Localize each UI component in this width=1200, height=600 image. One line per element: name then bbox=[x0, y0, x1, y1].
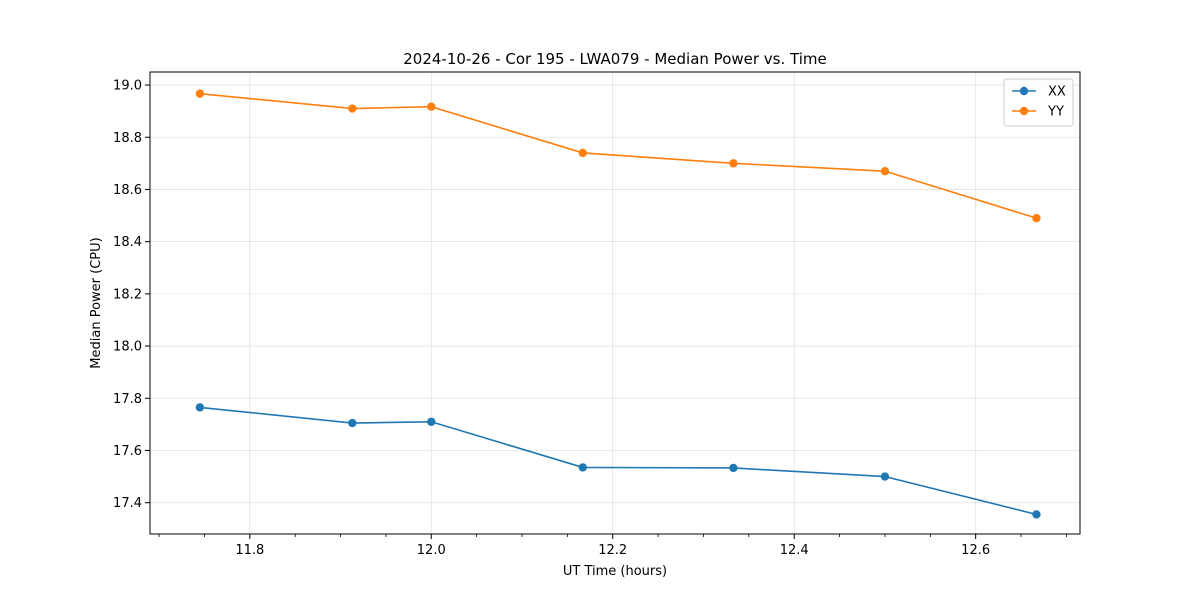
data-point-yy bbox=[348, 104, 357, 113]
data-point-yy bbox=[195, 89, 205, 98]
x-tick-label: 12.4 bbox=[780, 543, 809, 558]
legend-items: XX YY bbox=[1012, 85, 1066, 120]
y-tick-label: 18.4 bbox=[113, 235, 142, 250]
legend-label-xx: XX bbox=[1048, 85, 1066, 100]
x-tick-label: 12.0 bbox=[417, 543, 446, 558]
plot-area-frame bbox=[149, 71, 1081, 535]
y-tick-label: 19.0 bbox=[113, 79, 142, 94]
series-line-xx bbox=[199, 406, 1037, 516]
chart-title: 2024-10-26 - Cor 195 - LWA079 - Median P… bbox=[403, 50, 827, 68]
legend: XX YY bbox=[1003, 78, 1074, 127]
y-axis-label: Median Power (CPU) bbox=[89, 237, 104, 368]
data-point-xx bbox=[729, 463, 738, 473]
data-point-xx bbox=[1032, 510, 1041, 519]
data-point-xx bbox=[578, 463, 587, 472]
y-tick-label: 18.8 bbox=[113, 131, 142, 146]
x-axis-label: UT Time (hours) bbox=[563, 564, 667, 579]
y-tick-label: 17.6 bbox=[113, 444, 142, 459]
data-point-yy bbox=[729, 159, 738, 168]
y-tick-label: 17.8 bbox=[113, 392, 142, 407]
grid bbox=[150, 72, 1080, 534]
y-tick-label: 18.2 bbox=[113, 287, 142, 302]
data-point-xx bbox=[880, 472, 890, 481]
x-tick-label: 12.6 bbox=[961, 543, 990, 558]
x-tick-label: 12.2 bbox=[598, 543, 627, 558]
data-point-xx bbox=[348, 418, 357, 428]
data-point-yy bbox=[578, 148, 587, 158]
data-point-xx bbox=[195, 403, 205, 412]
series-line-yy bbox=[199, 92, 1037, 219]
x-tick-label: 11.8 bbox=[235, 543, 264, 558]
legend-marker-yy bbox=[1019, 106, 1029, 116]
axis-ticks: 11.8 12.0 12.2 12.4 12.6 17.4 17.6 17.8 18.0 18.2… bbox=[113, 79, 1067, 558]
data-point-yy bbox=[427, 102, 436, 111]
y-tick-label: 17.4 bbox=[113, 496, 142, 511]
legend-label-yy: YY bbox=[1047, 105, 1064, 120]
y-tick-label: 18.0 bbox=[113, 340, 142, 355]
series-layer bbox=[195, 89, 1041, 519]
data-point-yy bbox=[880, 166, 890, 176]
y-tick-label: 18.6 bbox=[113, 183, 142, 198]
legend-marker-xx bbox=[1019, 86, 1029, 96]
data-point-xx bbox=[427, 417, 436, 426]
data-point-yy bbox=[1032, 213, 1041, 223]
